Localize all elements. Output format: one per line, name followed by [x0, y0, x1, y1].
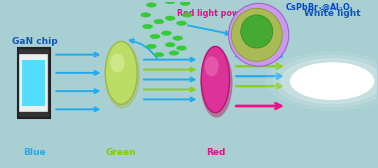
Circle shape [281, 59, 378, 103]
FancyBboxPatch shape [22, 60, 45, 106]
Circle shape [180, 1, 190, 6]
Text: CsPbBr$_3$@Al$_2$O$_3$: CsPbBr$_3$@Al$_2$O$_3$ [285, 2, 354, 14]
Ellipse shape [201, 46, 229, 113]
Circle shape [161, 31, 171, 35]
Circle shape [154, 0, 164, 1]
Circle shape [165, 16, 175, 20]
Circle shape [154, 19, 164, 24]
Circle shape [274, 55, 378, 107]
Circle shape [165, 0, 175, 4]
Ellipse shape [105, 41, 137, 104]
Circle shape [165, 43, 175, 47]
Circle shape [177, 46, 186, 50]
Circle shape [266, 52, 378, 110]
Ellipse shape [204, 56, 218, 76]
Ellipse shape [200, 48, 232, 118]
Text: White light: White light [304, 9, 361, 18]
Text: Red: Red [206, 148, 225, 157]
Circle shape [141, 13, 150, 17]
Circle shape [169, 51, 179, 55]
Circle shape [150, 34, 160, 39]
Ellipse shape [241, 15, 273, 48]
Circle shape [173, 36, 183, 40]
Circle shape [182, 13, 192, 17]
Ellipse shape [110, 53, 125, 72]
FancyBboxPatch shape [18, 48, 50, 118]
Ellipse shape [105, 42, 140, 109]
Circle shape [143, 24, 152, 29]
FancyBboxPatch shape [20, 55, 47, 111]
Circle shape [154, 53, 164, 57]
Circle shape [146, 3, 156, 7]
Text: Red light powder: Red light powder [177, 9, 254, 18]
Ellipse shape [229, 3, 289, 66]
Ellipse shape [231, 8, 282, 61]
Text: Blue: Blue [23, 148, 46, 157]
Circle shape [177, 21, 186, 25]
Circle shape [146, 44, 156, 49]
Circle shape [291, 63, 373, 99]
Text: GaN chip: GaN chip [12, 37, 57, 46]
Text: Green: Green [106, 148, 136, 157]
